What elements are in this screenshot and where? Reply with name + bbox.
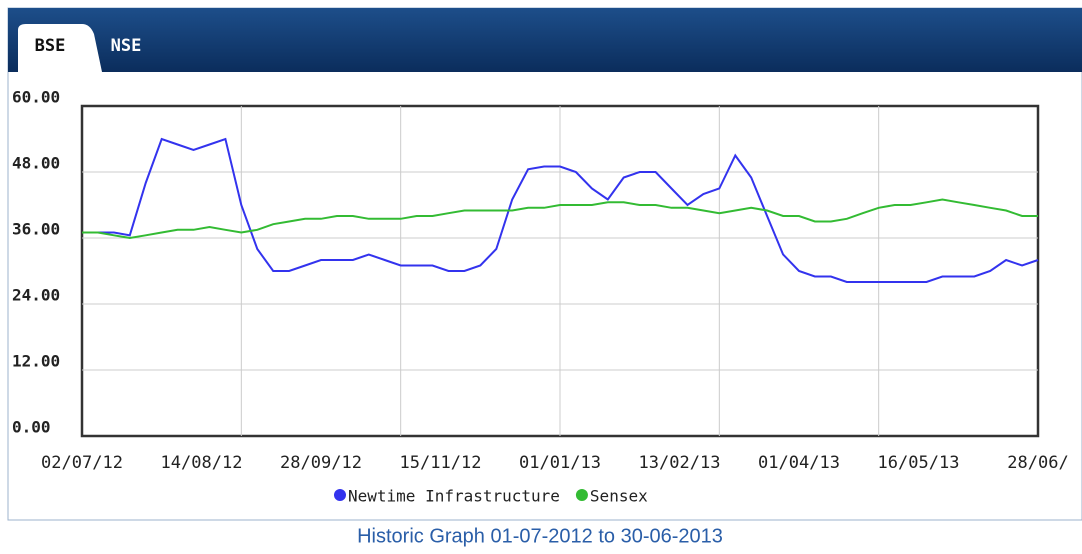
x-tick-label: 02/07/12 (41, 453, 123, 473)
x-tick-label: 01/01/13 (519, 453, 601, 473)
caption: Historic Graph 01-07-2012 to 30-06-2013 (357, 525, 723, 547)
series-line (82, 198, 1038, 240)
x-tick-label: 13/02/13 (639, 453, 721, 473)
x-tick-label: 16/05/13 (878, 453, 960, 473)
legend-label: Sensex (590, 487, 648, 506)
legend-marker (334, 489, 346, 501)
x-tick-label: 01/04/13 (758, 453, 840, 473)
y-tick-label: 24.00 (12, 286, 60, 305)
series-line (82, 137, 1039, 283)
x-tick-label: 28/09/12 (280, 453, 362, 473)
x-tick-label: 15/11/12 (400, 453, 482, 473)
tab[interactable]: BSE (35, 36, 66, 56)
x-tick-label: 28/06/ (1007, 453, 1068, 473)
y-tick-label: 48.00 (12, 154, 60, 173)
y-tick-label: 60.00 (12, 88, 60, 107)
vertical-grid (240, 106, 880, 436)
tab-bar (8, 8, 1082, 72)
y-tick-label: 36.00 (12, 220, 60, 239)
tab[interactable]: NSE (111, 36, 142, 56)
tab-active[interactable] (18, 24, 102, 72)
y-tick-label: 0.00 (12, 418, 51, 437)
legend-marker (575, 489, 588, 501)
y-tick-label: 12.00 (12, 352, 60, 371)
legend-label: Newtime Infrastructure (348, 487, 560, 506)
x-tick-label: 14/08/12 (161, 453, 243, 473)
